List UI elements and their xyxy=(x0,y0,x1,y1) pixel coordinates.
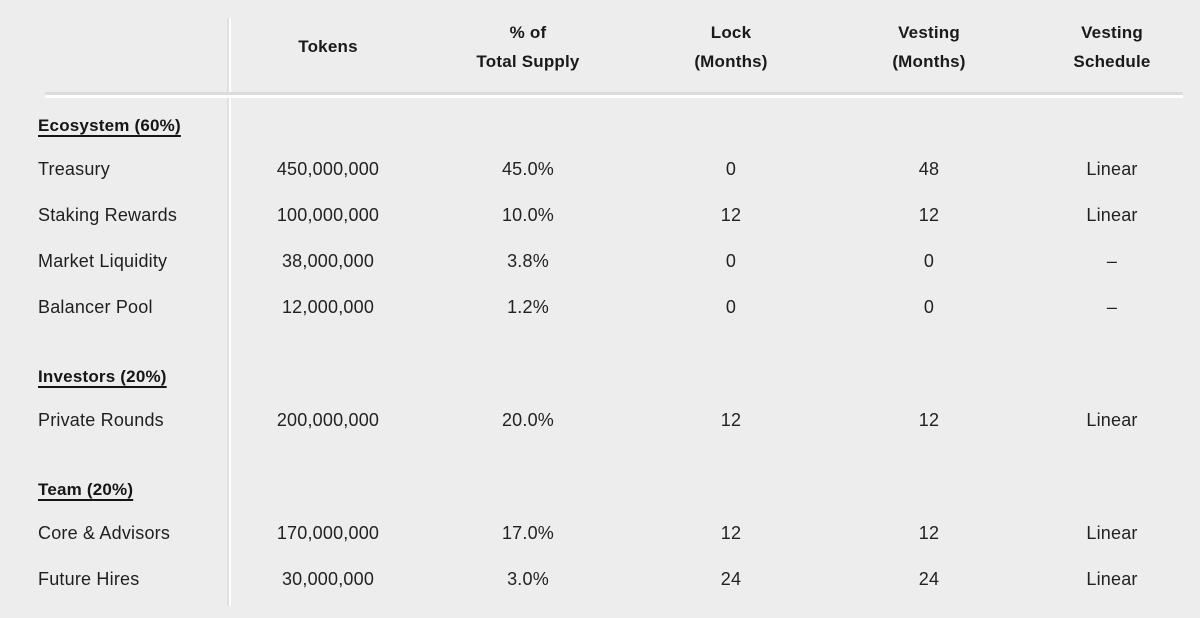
section-team: Team (20%) Core & Advisors 170,000,000 1… xyxy=(0,470,1200,602)
lock-cell: 12 xyxy=(720,409,742,430)
header-lock-line2: (Months) xyxy=(694,51,768,71)
table-row-staking-rewards: Staking Rewards 100,000,000 10.0% 12 12 … xyxy=(0,192,1200,238)
vesting-cell: 12 xyxy=(918,522,940,543)
header-tokens-line1: Tokens xyxy=(298,37,358,56)
table-row-future-hires: Future Hires 30,000,000 3.0% 24 24 Linea… xyxy=(0,556,1200,602)
section-title-ecosystem: Ecosystem (60%) xyxy=(38,116,181,135)
tokens-cell: 170,000,000 xyxy=(276,522,380,543)
header-schedule-line2: Schedule xyxy=(1073,51,1151,71)
lock-cell: 12 xyxy=(720,204,742,225)
header-vesting-line1: Vesting xyxy=(898,22,960,42)
section-title-row: Team (20%) xyxy=(0,470,1200,510)
pct-cell: 45.0% xyxy=(501,158,555,179)
table-header-row: Tokens % of Total Supply Lock (Months) V… xyxy=(0,0,1200,93)
header-pct-line1: % of xyxy=(509,22,547,42)
section-gap xyxy=(0,330,1200,357)
tokens-cell: 100,000,000 xyxy=(276,204,380,225)
header-divider xyxy=(45,92,1183,95)
lock-cell: 0 xyxy=(725,250,737,271)
pct-cell: 1.2% xyxy=(507,296,549,317)
header-tokens: Tokens xyxy=(228,32,428,61)
schedule-cell: Linear xyxy=(1086,158,1138,179)
header-lock-months: Lock (Months) xyxy=(628,18,834,76)
table-row-balancer-pool: Balancer Pool 12,000,000 1.2% 0 0 – xyxy=(0,284,1200,330)
section-title-row: Investors (20%) xyxy=(0,357,1200,397)
vesting-cell: 12 xyxy=(918,409,940,430)
header-pct-total-supply: % of Total Supply xyxy=(428,18,628,76)
section-title-team: Team (20%) xyxy=(38,480,134,499)
table-row-private-rounds: Private Rounds 200,000,000 20.0% 12 12 L… xyxy=(0,397,1200,443)
lock-cell: 24 xyxy=(720,568,742,589)
section-title-row: Ecosystem (60%) xyxy=(0,106,1200,146)
table-row-market-liquidity: Market Liquidity 38,000,000 3.8% 0 0 – xyxy=(0,238,1200,284)
row-label: Treasury xyxy=(38,158,110,179)
vesting-cell: 24 xyxy=(918,568,940,589)
schedule-cell: Linear xyxy=(1086,568,1138,589)
schedule-cell: – xyxy=(1106,296,1118,317)
row-label: Future Hires xyxy=(38,568,140,589)
tokens-cell: 30,000,000 xyxy=(281,568,375,589)
pct-cell: 17.0% xyxy=(501,522,555,543)
table-row-treasury: Treasury 450,000,000 45.0% 0 48 Linear xyxy=(0,146,1200,192)
pct-cell: 3.8% xyxy=(507,250,549,271)
header-lock-line1: Lock xyxy=(710,22,752,42)
row-label: Private Rounds xyxy=(38,409,164,430)
row-label: Balancer Pool xyxy=(38,296,153,317)
header-schedule-line1: Vesting xyxy=(1081,22,1143,42)
header-pct-line2: Total Supply xyxy=(476,51,580,71)
vesting-cell: 0 xyxy=(923,296,935,317)
header-vesting-months: Vesting (Months) xyxy=(834,18,1024,76)
tokens-cell: 12,000,000 xyxy=(281,296,375,317)
lock-cell: 0 xyxy=(725,158,737,179)
schedule-cell: Linear xyxy=(1086,204,1138,225)
vesting-cell: 12 xyxy=(918,204,940,225)
tokens-cell: 200,000,000 xyxy=(276,409,380,430)
vertical-divider xyxy=(227,18,229,606)
section-title-investors: Investors (20%) xyxy=(38,367,167,386)
section-gap xyxy=(0,443,1200,470)
lock-cell: 12 xyxy=(720,522,742,543)
schedule-cell: Linear xyxy=(1086,522,1138,543)
row-label: Market Liquidity xyxy=(38,250,168,271)
pct-cell: 3.0% xyxy=(507,568,549,589)
vesting-cell: 48 xyxy=(918,158,940,179)
table-body: Ecosystem (60%) Treasury 450,000,000 45.… xyxy=(0,106,1200,602)
section-ecosystem: Ecosystem (60%) Treasury 450,000,000 45.… xyxy=(0,106,1200,330)
header-vesting-line2: (Months) xyxy=(892,51,966,71)
pct-cell: 20.0% xyxy=(501,409,555,430)
tokens-cell: 450,000,000 xyxy=(276,158,380,179)
row-label: Staking Rewards xyxy=(38,204,178,225)
header-vesting-schedule: Vesting Schedule xyxy=(1024,18,1200,76)
section-investors: Investors (20%) Private Rounds 200,000,0… xyxy=(0,357,1200,443)
pct-cell: 10.0% xyxy=(501,204,555,225)
schedule-cell: Linear xyxy=(1086,409,1138,430)
tokens-cell: 38,000,000 xyxy=(281,250,375,271)
schedule-cell: – xyxy=(1106,250,1118,271)
table-row-core-advisors: Core & Advisors 170,000,000 17.0% 12 12 … xyxy=(0,510,1200,556)
row-label: Core & Advisors xyxy=(38,522,171,543)
vesting-cell: 0 xyxy=(923,250,935,271)
lock-cell: 0 xyxy=(725,296,737,317)
